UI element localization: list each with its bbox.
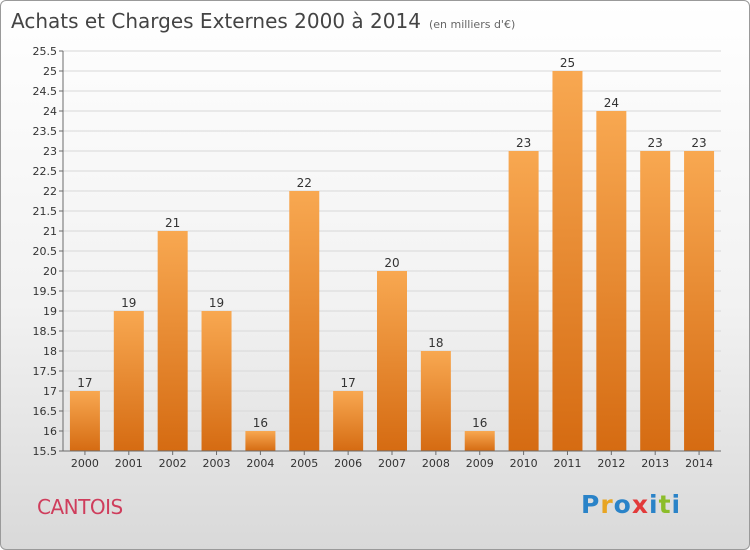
x-tick-label: 2010 [510,457,538,470]
bar-2001[interactable] [113,311,144,451]
bar-2009[interactable] [464,431,495,451]
proxiti-logo[interactable]: Proxiti [581,490,681,519]
x-tick-label: 2013 [641,457,669,470]
data-label: 23 [516,136,531,150]
bar-2007[interactable] [377,271,407,451]
y-tick-label: 23 [43,145,57,158]
data-label: 19 [121,296,136,310]
bar-2006[interactable] [333,391,364,451]
x-tick-label: 2007 [378,457,406,470]
data-label: 25 [560,56,575,70]
data-labels: 17 19 21 19 16 22 17 20 18 16 23 25 24 23 23 [77,56,706,430]
commune-name: CANTOIS [37,495,123,519]
y-tick-label: 21 [43,225,57,238]
data-label: 16 [253,416,268,430]
y-tick-label: 22.5 [33,165,58,178]
bar-2013[interactable] [640,151,671,451]
data-label: 17 [77,376,92,390]
logo-letter: P [581,490,601,519]
bar-2004[interactable] [245,431,276,451]
data-label: 23 [648,136,663,150]
y-tick-label: 21.5 [33,205,58,218]
bar-2002[interactable] [157,231,188,451]
y-tick-label: 18 [43,345,57,358]
y-tick-label: 16.5 [33,405,58,418]
y-tick-label: 17.5 [33,365,58,378]
data-label: 24 [604,96,619,110]
bar-2008[interactable] [420,351,451,451]
data-label: 22 [297,176,312,190]
logo-letter: o [613,490,632,519]
bar-2014[interactable] [684,151,715,451]
y-tick-label: 22 [43,185,57,198]
logo-letter: t [658,490,672,519]
data-label: 20 [384,256,399,270]
x-tick-label: 2008 [422,457,450,470]
y-tick-label: 20 [43,265,57,278]
logo-letter: i [649,490,659,519]
chart-title-row: Achats et Charges Externes 2000 à 2014 (e… [11,9,515,33]
y-tick-label: 18.5 [33,325,58,338]
x-tick-label: 2000 [71,457,99,470]
data-label: 23 [691,136,706,150]
data-label: 17 [340,376,355,390]
y-tick-label: 20.5 [33,245,58,258]
y-tick-label: 17 [43,385,57,398]
x-tick-label: 2001 [115,457,143,470]
x-tick-label: 2003 [203,457,231,470]
y-tick-label: 25 [43,65,57,78]
data-label: 16 [472,416,487,430]
bar-2011[interactable] [552,71,583,451]
x-tick-label: 2004 [246,457,274,470]
logo-letter: i [671,490,682,519]
bar-2005[interactable] [289,191,320,451]
chart-title: Achats et Charges Externes 2000 à 2014 [11,9,421,33]
data-label: 18 [428,336,443,350]
x-tick-label: 2006 [334,457,362,470]
chart-unit: (en milliers d'€) [428,18,516,31]
y-tick-label: 19.5 [33,285,58,298]
y-tick-label: 19 [43,305,57,318]
x-tick-label: 2012 [597,457,625,470]
x-tick-label: 2002 [159,457,187,470]
bar-2012[interactable] [596,111,627,451]
data-label: 19 [209,296,224,310]
logo-letter: r [600,490,614,519]
bar-2000[interactable] [69,391,100,451]
logo-letter: x [631,490,649,519]
data-label: 21 [165,216,180,230]
bar-2003[interactable] [201,311,232,451]
y-tick-label: 24.5 [33,85,58,98]
y-tick-label: 15.5 [33,445,58,458]
x-tick-label: 2005 [290,457,318,470]
bar-2010[interactable] [508,151,539,451]
x-tick-label: 2011 [553,457,581,470]
x-tick-label: 2009 [466,457,494,470]
axes: 15.5 16 16.5 17 17.5 18 18.5 19 19.5 20 20.5 21 21.5… [33,45,721,470]
y-tick-label: 16 [43,425,57,438]
x-tick-label: 2014 [685,457,713,470]
bars [69,71,715,451]
y-tick-label: 25.5 [33,45,58,58]
y-tick-label: 24 [43,105,57,118]
y-tick-label: 23.5 [33,125,58,138]
